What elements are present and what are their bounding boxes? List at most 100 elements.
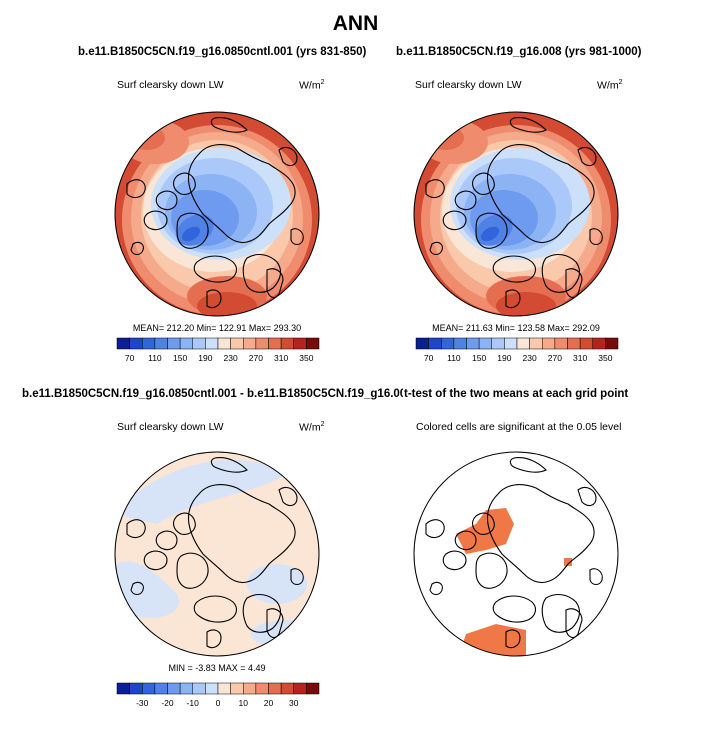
coastline-4-9 xyxy=(429,581,443,596)
coastline-1-0 xyxy=(187,144,296,244)
colorbar-label-1-4: 230 xyxy=(224,353,238,363)
colorbar-cell-2-3 xyxy=(453,337,467,350)
colorbar-label-3-6: 30 xyxy=(289,698,299,708)
colorbar-cell-1-2 xyxy=(142,337,156,350)
panel1-stats: MEAN= 212.20 Min= 122.91 Max= 293.30 xyxy=(132,323,302,333)
coastline-2-13 xyxy=(505,289,521,309)
colorbar-label-3-5: 20 xyxy=(264,698,274,708)
colorbar-label-3-0: -30 xyxy=(136,698,149,708)
colorbar-cell-2-1 xyxy=(428,337,442,350)
field-panel4 xyxy=(414,452,618,656)
colorbar-cell-1-0 xyxy=(116,337,130,350)
panel1-variable: Surf clearsky down LW xyxy=(117,79,224,91)
coastline-2-2 xyxy=(454,190,477,211)
coastline-4-11 xyxy=(509,457,547,473)
panel2-units: W/m2 xyxy=(597,79,623,92)
coastline-3-5 xyxy=(193,595,238,623)
colorbar-cell-2-10 xyxy=(542,337,556,350)
colorbar-label-2-3: 190 xyxy=(497,353,511,363)
colorbar-cell-1-1 xyxy=(129,337,143,350)
coastline-2-4 xyxy=(475,212,508,249)
sig-background xyxy=(414,452,618,656)
panel2-variable: Surf clearsky down LW xyxy=(415,79,522,91)
coastline-2-0 xyxy=(486,144,595,244)
coastline-2-7 xyxy=(565,268,583,299)
colorbar-cell-1-14 xyxy=(293,337,307,350)
colorbar-cell-1-10 xyxy=(243,337,257,350)
coastline-3-12 xyxy=(290,568,304,586)
coastline-2-10 xyxy=(577,147,597,167)
colorbar-cell-2-6 xyxy=(491,337,505,350)
colorbar-label-3-2: -10 xyxy=(187,698,200,708)
coastlines-panel4 xyxy=(425,457,603,649)
coastline-1-9 xyxy=(130,241,144,256)
coastline-3-0 xyxy=(187,484,296,584)
map-border-panel4 xyxy=(413,451,619,657)
colorbar-label-2-6: 310 xyxy=(573,353,587,363)
map-border-panel2 xyxy=(413,111,619,317)
panel4-subtitle: Colored cells are significant at the 0.0… xyxy=(416,421,622,433)
panel3-units: W/m2 xyxy=(299,421,325,434)
coastline-3-2 xyxy=(155,530,178,551)
colorbar-label-1-0: 70 xyxy=(125,353,135,363)
field-band-11 xyxy=(480,226,500,242)
colorbar-label-1-5: 270 xyxy=(249,353,263,363)
field-panel1 xyxy=(115,112,319,316)
coastline-4-1 xyxy=(471,512,495,535)
colorbar-cell-1-4 xyxy=(167,337,181,350)
coastline-4-8 xyxy=(425,519,445,539)
diff-neg-east xyxy=(247,564,307,604)
coastline-2-6 xyxy=(541,253,581,293)
colorbar-label-2-0: 70 xyxy=(424,353,434,363)
coastline-1-12 xyxy=(290,228,304,246)
diff-neg-west xyxy=(115,561,179,618)
colorbar-cell-2-15 xyxy=(605,337,619,350)
colorbar-cell-3-5 xyxy=(179,682,193,695)
coastline-4-12 xyxy=(589,568,603,586)
coastline-4-10 xyxy=(577,487,597,507)
colorbar-cell-1-13 xyxy=(280,337,294,350)
colorbar-cell-3-13 xyxy=(280,682,294,695)
colorbar-cell-3-1 xyxy=(129,682,143,695)
coastlines-panel3 xyxy=(126,457,304,649)
coastline-1-11 xyxy=(210,117,248,133)
coastline-1-2 xyxy=(155,190,178,211)
panel1-title: b.e11.B1850C5CN.f19_g16.0850cntl.001 (yr… xyxy=(78,46,367,58)
map-border-panel3 xyxy=(114,451,320,657)
colorbar-cell-1-3 xyxy=(154,337,168,350)
colorbar-cell-2-8 xyxy=(516,337,530,350)
colorbar-cell-1-5 xyxy=(179,337,193,350)
colorbar-cell-2-5 xyxy=(478,337,492,350)
colorbar-label-1-6: 310 xyxy=(274,353,288,363)
colorbar-label-3-1: -20 xyxy=(161,698,174,708)
colorbar-label-2-1: 110 xyxy=(447,353,461,363)
coastline-2-1 xyxy=(471,172,495,195)
coastline-3-9 xyxy=(130,581,144,596)
coastline-3-4 xyxy=(176,552,209,589)
colorbar-label-2-4: 230 xyxy=(523,353,537,363)
colorbar-cell-1-7 xyxy=(205,337,219,350)
colorbar-panel2: 70 110 150 190 230 270 310 350 xyxy=(415,337,619,363)
colorbar-cell-2-2 xyxy=(441,337,455,350)
coastline-4-6 xyxy=(541,593,581,633)
panel1-units: W/m2 xyxy=(299,79,325,92)
colorbar-cell-2-11 xyxy=(554,337,568,350)
coastline-1-3 xyxy=(143,210,168,231)
colorbar-cell-3-7 xyxy=(205,682,219,695)
colorbar-cell-3-3 xyxy=(154,682,168,695)
map-border-panel1 xyxy=(114,111,320,317)
colorbar-cell-1-6 xyxy=(192,337,206,350)
colorbar-cell-1-8 xyxy=(217,337,231,350)
colorbar-cell-1-11 xyxy=(255,337,269,350)
coastline-1-6 xyxy=(242,253,282,293)
colorbar-cell-2-4 xyxy=(466,337,480,350)
coastline-3-1 xyxy=(172,512,196,535)
panel2-title: b.e11.B1850C5CN.f19_g16.008 (yrs 981-100… xyxy=(396,46,642,58)
coastline-4-3 xyxy=(442,550,467,571)
colorbar-cell-3-15 xyxy=(306,682,320,695)
field-band-11 xyxy=(181,226,201,242)
coastline-3-13 xyxy=(206,629,222,649)
colorbar-cell-1-9 xyxy=(230,337,244,350)
coastline-1-4 xyxy=(176,212,209,249)
